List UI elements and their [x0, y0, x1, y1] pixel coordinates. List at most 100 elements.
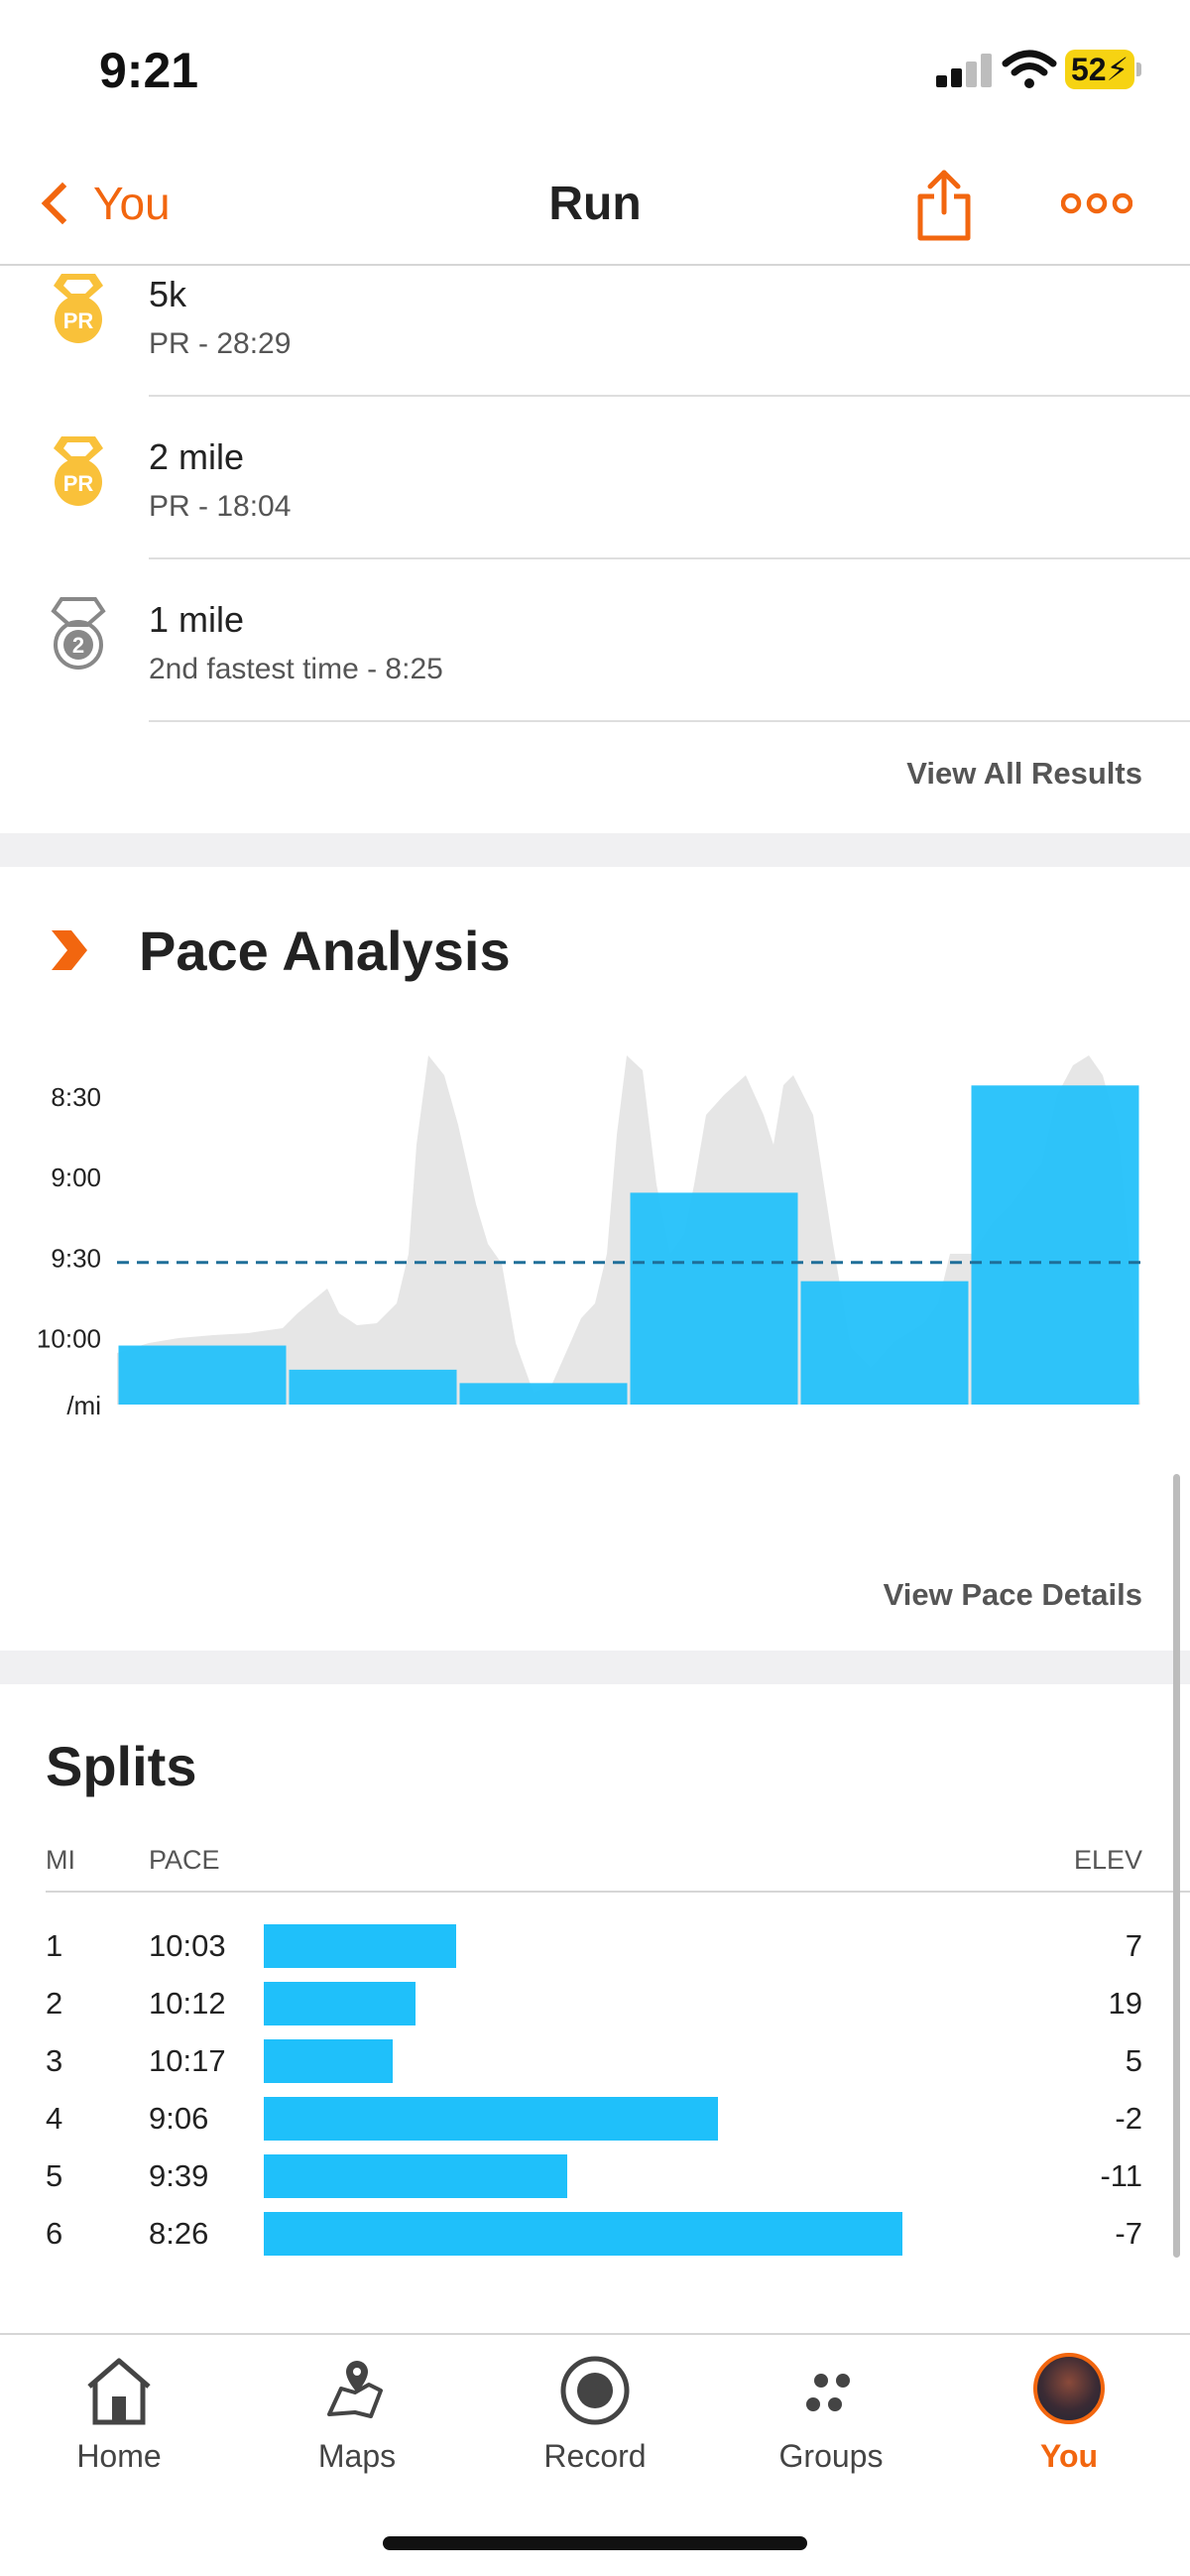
- divider: [149, 557, 1190, 559]
- battery-icon: 52⚡: [1065, 50, 1141, 89]
- split-pace-bar: [264, 2212, 902, 2256]
- view-pace-details-link[interactable]: View Pace Details: [883, 1577, 1142, 1612]
- tab-you[interactable]: You: [970, 2335, 1168, 2514]
- tab-label: Home: [76, 2438, 162, 2474]
- split-elevation: -2: [1115, 2101, 1142, 2136]
- pace-bar-mile-4[interactable]: [630, 1192, 798, 1405]
- split-mile: 6: [46, 2216, 63, 2251]
- status-bar: 9:21 52⚡: [0, 0, 1190, 149]
- back-button[interactable]: You: [36, 169, 171, 238]
- cellular-signal-icon: [936, 54, 992, 87]
- pace-bar-mile-5[interactable]: [800, 1281, 969, 1405]
- section-separator: [0, 1651, 1190, 1684]
- pace-bar-mile-3[interactable]: [459, 1383, 628, 1405]
- tab-home[interactable]: Home: [20, 2335, 218, 2514]
- result-title: 5k: [149, 274, 187, 314]
- pace-analysis-title: Pace Analysis: [139, 920, 511, 982]
- result-subtitle: 2nd fastest time - 8:25: [149, 653, 443, 685]
- home-indicator: [383, 2536, 807, 2550]
- split-mile: 3: [46, 2043, 63, 2078]
- tab-label: You: [1039, 2438, 1099, 2474]
- groups-icon: [806, 2374, 850, 2411]
- split-pace-bar: [264, 1924, 456, 1968]
- split-mile: 4: [46, 2101, 63, 2136]
- result-subtitle: PR - 18:04: [149, 490, 292, 523]
- svg-text:PR: PR: [63, 308, 94, 333]
- avatar: [1033, 2353, 1105, 2424]
- split-pace: 9:06: [149, 2101, 209, 2136]
- split-mile: 2: [46, 1986, 63, 2021]
- pr-medal-icon: PR: [54, 436, 103, 506]
- y-tick-label: 9:00: [51, 1163, 101, 1192]
- column-header-mi: MI: [46, 1845, 75, 1875]
- split-elevation: -7: [1115, 2216, 1142, 2251]
- svg-text:PR: PR: [63, 471, 94, 496]
- pace-trace-area: [117, 1055, 1140, 1405]
- pace-chevron-icon: [52, 930, 87, 970]
- split-row: 1 10:03 7: [0, 1920, 1190, 1978]
- result-item[interactable]: PR 5k PR - 28:29: [0, 258, 1190, 421]
- nav-bar: You Run: [0, 149, 1190, 266]
- split-pace-bar: [264, 2097, 718, 2141]
- split-elevation: 7: [1125, 1928, 1142, 1963]
- split-elevation: 5: [1125, 2043, 1142, 2078]
- divider: [149, 720, 1190, 722]
- split-row: 6 8:26 -7: [0, 2208, 1190, 2266]
- more-options-button[interactable]: [1061, 188, 1132, 218]
- result-title: 2 mile: [149, 436, 245, 477]
- second-place-medal-icon: 2: [51, 597, 106, 670]
- wifi-icon: [1002, 50, 1057, 88]
- pace-bar-mile-6[interactable]: [971, 1085, 1139, 1405]
- tab-label: Record: [543, 2438, 647, 2474]
- split-pace: 9:39: [149, 2158, 209, 2193]
- view-all-results-link[interactable]: View All Results: [906, 756, 1142, 791]
- split-pace: 10:03: [149, 1928, 226, 1963]
- result-item[interactable]: PR 2 mile PR - 18:04: [0, 421, 1190, 583]
- split-pace: 8:26: [149, 2216, 209, 2251]
- column-header-elev: ELEV: [1073, 1845, 1142, 1875]
- split-pace: 10:17: [149, 2043, 226, 2078]
- result-title: 1 mile: [149, 599, 245, 640]
- splits-title: Splits: [46, 1735, 197, 1797]
- results-list: PR 5k PR - 28:29 PR 2 mile PR - 18:04 2 …: [0, 266, 1190, 833]
- svg-text:2: 2: [72, 633, 84, 658]
- more-dots-icon: [1061, 192, 1132, 214]
- share-icon: [917, 170, 971, 241]
- split-row: 5 9:39 -11: [0, 2150, 1190, 2208]
- y-tick-label: 8:30: [51, 1082, 101, 1112]
- battery-level: 52: [1070, 52, 1107, 87]
- record-icon: [560, 2356, 630, 2425]
- split-elevation: 19: [1108, 1986, 1142, 2021]
- column-header-pace: PACE: [149, 1845, 220, 1875]
- split-elevation: -11: [1100, 2158, 1142, 2193]
- split-mile: 5: [46, 2158, 63, 2193]
- split-row: 4 9:06 -2: [0, 2093, 1190, 2150]
- split-pace-bar: [264, 2154, 567, 2198]
- tab-label: Maps: [317, 2438, 397, 2474]
- split-pace-bar: [264, 1982, 416, 2025]
- pace-bar-mile-1[interactable]: [118, 1345, 287, 1405]
- page-title: Run: [548, 178, 642, 230]
- split-row: 2 10:12 19: [0, 1978, 1190, 2035]
- tab-record[interactable]: Record: [496, 2335, 694, 2514]
- split-pace: 10:12: [149, 1986, 226, 2021]
- maps-icon: [327, 2361, 383, 2418]
- y-tick-label: 10:00: [37, 1323, 101, 1353]
- split-mile: 1: [46, 1928, 63, 1963]
- chevron-left-icon: [41, 182, 84, 225]
- result-item[interactable]: 2 1 mile 2nd fastest time - 8:25: [0, 583, 1190, 746]
- pace-unit-label: /mi: [66, 1391, 101, 1420]
- tab-groups[interactable]: Groups: [732, 2335, 930, 2514]
- scrollbar[interactable]: [1173, 1474, 1180, 2258]
- split-row: 3 10:17 5: [0, 2035, 1190, 2093]
- result-subtitle: PR - 28:29: [149, 327, 292, 360]
- pace-analysis-section: Pace Analysis 8:30 9:00 9:30 10:00 /mi View…: [0, 867, 1190, 1651]
- back-label: You: [93, 178, 171, 229]
- share-button[interactable]: [914, 167, 974, 244]
- pace-bar-mile-2[interactable]: [289, 1369, 457, 1405]
- tab-label: Groups: [778, 2438, 884, 2474]
- section-separator: [0, 833, 1190, 867]
- tab-maps[interactable]: Maps: [258, 2335, 456, 2514]
- y-tick-label: 9:30: [51, 1243, 101, 1273]
- pr-medal-icon: PR: [54, 274, 103, 343]
